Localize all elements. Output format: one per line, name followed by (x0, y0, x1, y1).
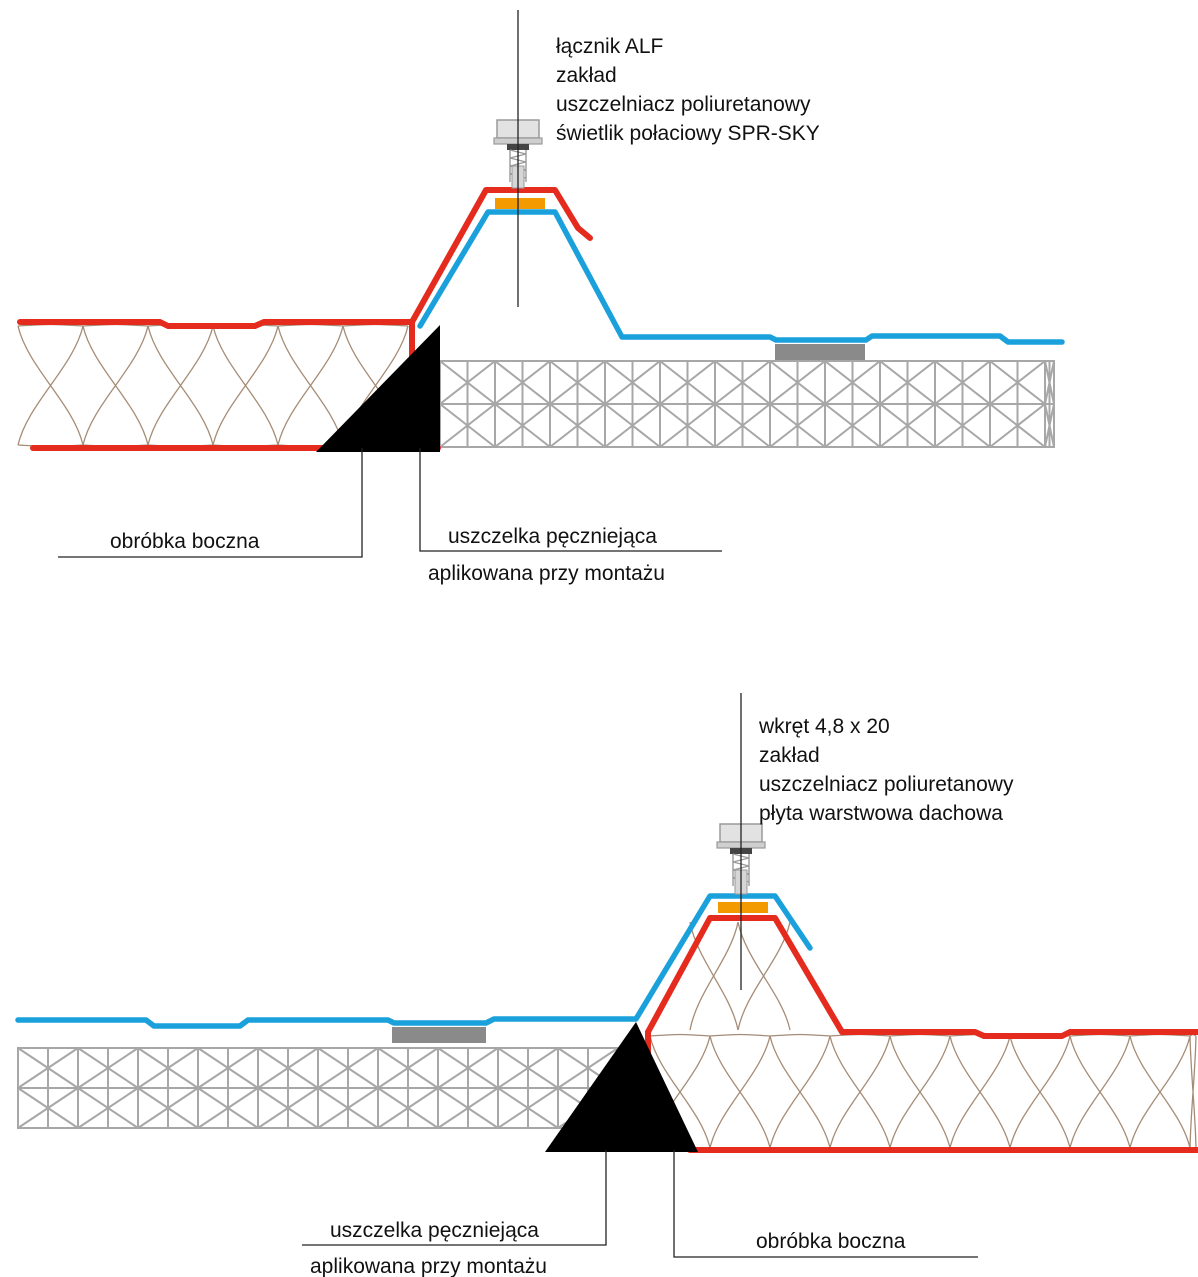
top-seal-label-line-2: aplikowana przy montażu (428, 562, 665, 585)
top-wool-loop (342, 323, 409, 448)
top-mesh-cell (604, 360, 661, 448)
top-gasket-strip (775, 344, 865, 360)
bottom-wool-loop (829, 1033, 891, 1151)
bottom-flashing-leader (673, 1150, 978, 1258)
bottom-mesh-cell (77, 1047, 139, 1129)
top-wool-loop (17, 323, 84, 448)
top-callout-line-3: uszczelniacz poliuretanowy (556, 93, 811, 116)
bottom-callout-line-1: wkręt 4,8 x 20 (758, 715, 890, 738)
bottom-panel-upper-face (645, 915, 1198, 1039)
top-mesh-cell (1044, 360, 1055, 448)
top-side-flashing-triangle (316, 325, 440, 452)
bottom-mesh-cell (197, 1047, 259, 1129)
bottom-callout-line-3: uszczelniacz poliuretanowy (759, 773, 1014, 796)
top-sealant (495, 198, 545, 209)
top-mesh-cell (714, 360, 771, 448)
top-mesh-cell (549, 360, 606, 448)
bottom-flashing-label: obróbka boczna (756, 1230, 906, 1253)
top-mesh-cell (989, 360, 1046, 448)
bottom-wool-loop (649, 1033, 711, 1151)
top-wool-loop (212, 323, 279, 448)
bottom-seal-label-line-1: uszczelka pęczniejąca (330, 1219, 539, 1242)
bottom-wool-loop (1069, 1033, 1131, 1151)
bottom-skylight-mesh-core (17, 1047, 641, 1129)
bottom-wool-loop (1129, 1033, 1191, 1151)
top-mesh-cell (934, 360, 991, 448)
bottom-sealant (718, 902, 768, 913)
top-flashing-leader (58, 448, 363, 558)
top-callout-line-1: łącznik ALF (556, 35, 663, 58)
bottom-mesh-cell (437, 1047, 499, 1129)
bottom-wool-loop (1189, 1033, 1197, 1151)
bottom-wool-loop (709, 1033, 771, 1151)
bottom-wool-loop (889, 1033, 951, 1151)
top-callout-line-2: zakład (556, 64, 617, 87)
top-flashing-label: obróbka boczna (110, 530, 260, 553)
top-mesh-cell (769, 360, 826, 448)
detail-top: łącznik ALF zakład uszczelniacz poliuret… (17, 10, 1065, 585)
bottom-seal-leader (302, 1150, 607, 1246)
bottom-gasket-strip (392, 1027, 486, 1043)
bottom-wool-loop (769, 1033, 831, 1151)
top-overlap-sheet (409, 187, 593, 325)
top-mesh-cell (824, 360, 881, 448)
bottom-crown-wool (737, 921, 791, 1031)
bottom-mesh-cell (377, 1047, 439, 1129)
top-wool-loop (277, 323, 344, 448)
top-insulation-core (17, 323, 409, 448)
top-mesh-cell (494, 360, 551, 448)
bottom-mesh-cell (317, 1047, 379, 1129)
bottom-wool-loop (949, 1033, 1011, 1151)
top-wool-loop (147, 323, 214, 448)
bottom-mesh-cell (497, 1047, 559, 1129)
bottom-skylight-sheet (15, 893, 813, 1029)
bottom-wool-loop (1009, 1033, 1071, 1151)
bottom-seal-label-line-2: aplikowana przy montażu (310, 1255, 547, 1277)
bottom-mesh-cell (257, 1047, 319, 1129)
top-seal-label-line-1: uszczelka pęczniejąca (448, 525, 657, 548)
top-mesh-cell (659, 360, 716, 448)
top-mesh-cell (879, 360, 936, 448)
bottom-callout-line-4: płyta warstwowa dachowa (759, 802, 1003, 825)
bottom-callout-line-2: zakład (759, 744, 820, 767)
bottom-side-flashing-triangle (545, 1022, 698, 1152)
top-skylight-sheet (417, 209, 1065, 345)
bottom-insulation-core (649, 921, 1197, 1151)
top-callout-line-4: świetlik połaciowy SPR-SKY (556, 122, 820, 145)
detail-bottom: wkręt 4,8 x 20 zakład uszczelniacz poliu… (15, 693, 1198, 1277)
bottom-crown-wool (689, 921, 739, 1031)
top-wool-loop (82, 323, 149, 448)
top-skylight-mesh-core (439, 360, 1055, 448)
top-seal-leader (419, 448, 722, 552)
bottom-mesh-cell (17, 1047, 79, 1129)
bottom-mesh-cell (137, 1047, 199, 1129)
top-mesh-cell (439, 360, 496, 448)
